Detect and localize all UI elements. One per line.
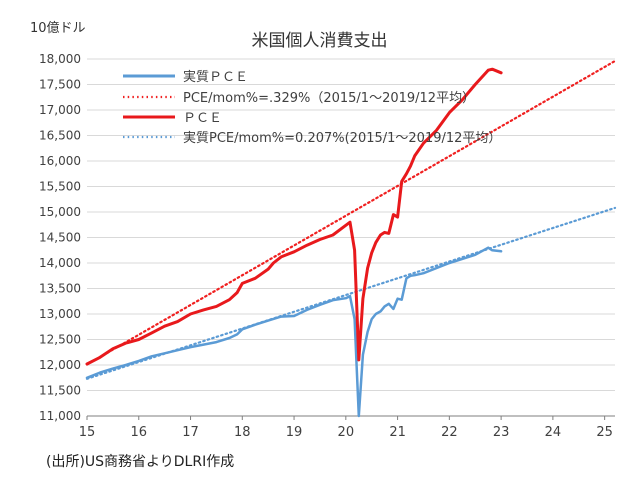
y-tick-label: 12,000 — [39, 358, 81, 372]
x-tick-label: 20 — [338, 425, 355, 440]
series-line-real-pce — [85, 246, 503, 418]
series-line-real-pce-trend — [85, 206, 617, 380]
y-tick-label: 16,000 — [39, 154, 81, 168]
legend-label: PCE/mom%=.329%（2015/1～2019/12平均） — [183, 91, 475, 106]
x-tick-label: 16 — [130, 425, 147, 440]
legend-label: ＰＣＥ — [183, 111, 222, 126]
x-tick-label: 18 — [234, 425, 251, 440]
x-tick-label: 25 — [596, 425, 613, 440]
x-tick-label: 22 — [441, 425, 458, 440]
y-tick-label: 15,500 — [39, 180, 81, 194]
chart-title: 米国個人消費支出 — [251, 31, 388, 51]
x-tick-label: 19 — [286, 425, 303, 440]
legend-label: 実質ＰＣＥ — [183, 69, 248, 85]
source-note: (出所)US商務省よりDLRI作成 — [46, 454, 235, 470]
y-tick-label: 13,000 — [39, 307, 81, 321]
y-tick-label: 15,000 — [39, 205, 81, 219]
y-tick-label: 18,000 — [39, 52, 81, 66]
y-tick-label: 11,500 — [39, 384, 81, 398]
legend-label: 実質PCE/mom%=0.207%(2015/1～2019/12平均） — [183, 130, 501, 146]
y-tick-label: 17,000 — [39, 103, 81, 117]
series-line-pce-trend — [85, 59, 617, 366]
x-tick-label: 17 — [182, 425, 199, 440]
y-tick-label: 11,000 — [39, 409, 81, 423]
x-tick-label: 15 — [79, 425, 96, 440]
y-tick-label: 12,500 — [39, 333, 81, 347]
x-tick-label: 23 — [493, 425, 510, 440]
y-axis-unit-label: 10億ドル — [30, 21, 86, 36]
x-tick-label: 21 — [389, 425, 406, 440]
x-tick-label: 24 — [545, 425, 562, 440]
series-line-pce — [85, 67, 503, 366]
y-tick-label: 13,500 — [39, 282, 81, 296]
y-tick-label: 14,000 — [39, 256, 81, 270]
y-tick-label: 14,500 — [39, 231, 81, 245]
y-tick-label: 17,500 — [39, 78, 81, 92]
y-tick-label: 16,500 — [39, 129, 81, 143]
